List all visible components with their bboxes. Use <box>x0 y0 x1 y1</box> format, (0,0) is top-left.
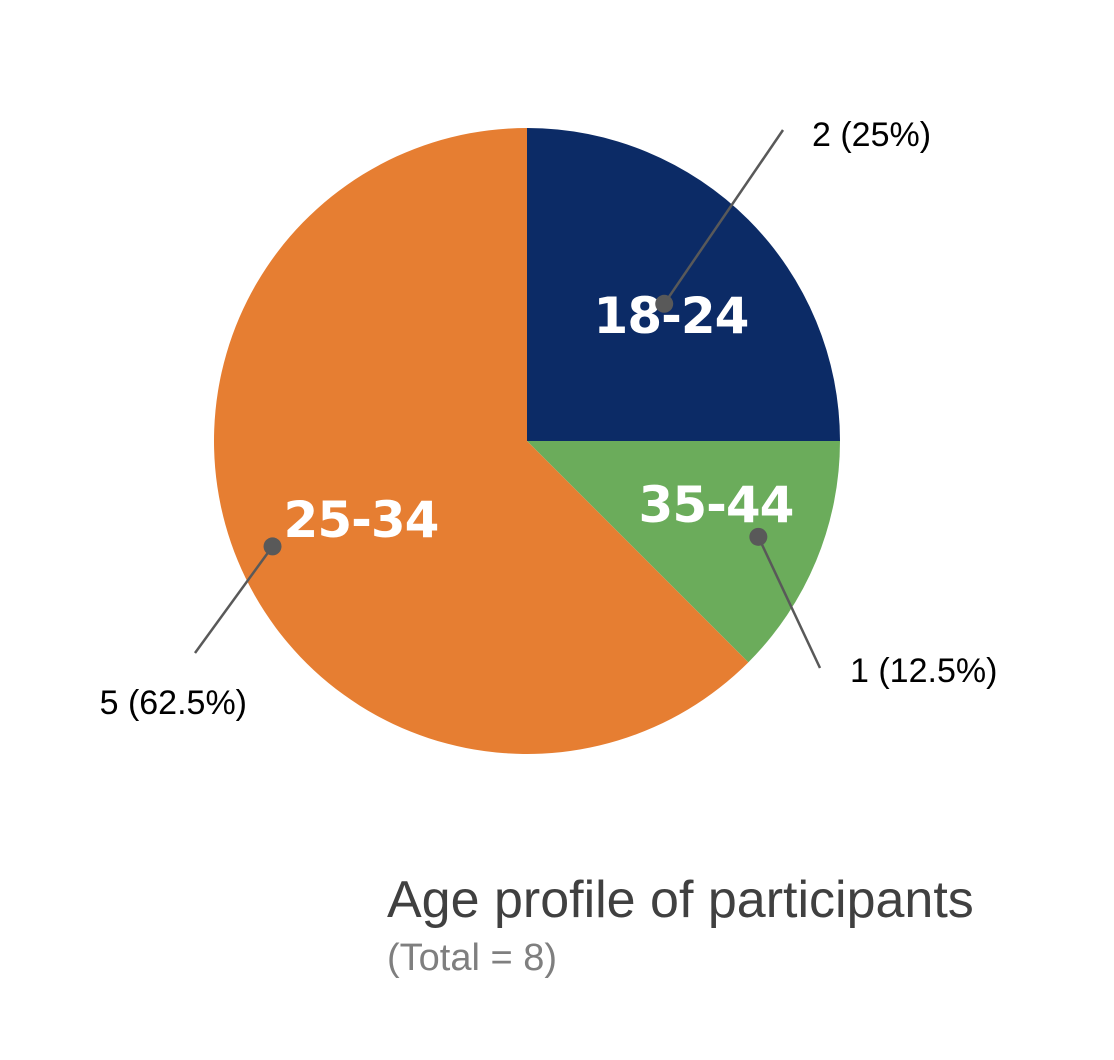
leader-dot-35-44 <box>749 527 768 546</box>
slice-label-35-44: 35-44 <box>639 476 794 534</box>
pie-slice-18-24 <box>527 128 840 441</box>
pie-slice-35-44 <box>527 441 840 663</box>
value-label-35-44: 1 (12.5%) <box>850 652 997 690</box>
value-label-25-34: 5 (62.5%) <box>100 684 247 722</box>
leader-dot-25-34 <box>263 537 282 556</box>
slice-label-25-34: 25-34 <box>284 491 439 549</box>
slice-label-18-24: 18-24 <box>594 287 749 345</box>
leader-line-25-34 <box>193 545 274 654</box>
value-label-18-24: 2 (25%) <box>812 116 931 154</box>
chart-title: Age profile of participants <box>387 871 974 929</box>
pie-slice-25-34 <box>213 128 749 754</box>
leader-line-35-44 <box>757 536 822 669</box>
leader-dot-18-24 <box>655 294 674 313</box>
chart-subtitle: (Total = 8) <box>387 937 558 979</box>
leader-line-18-24 <box>663 129 785 305</box>
